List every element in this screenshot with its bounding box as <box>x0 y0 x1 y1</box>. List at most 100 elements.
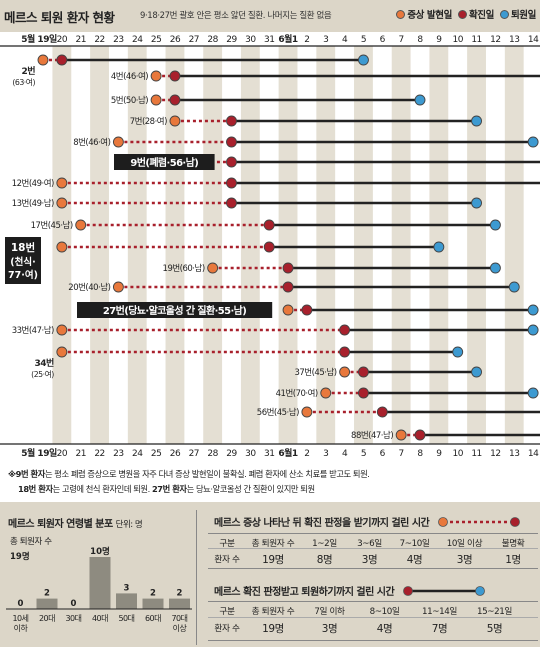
table2-bottom-rule <box>208 640 538 641</box>
panel-divider <box>196 510 197 645</box>
confirm-point <box>226 197 237 209</box>
confirm-point <box>339 324 351 336</box>
onset-to-confirm-key-icon <box>438 517 521 527</box>
table-cell: 8~10일 <box>369 607 400 617</box>
x-tick-label-top: 30 <box>245 35 256 45</box>
table2-top-rule <box>208 601 538 602</box>
x-tick-label-top: 28 <box>207 35 218 45</box>
patient-label: 18번 <box>11 241 35 254</box>
x-tick-label-bottom: 31 <box>264 449 274 459</box>
table-cell: 불명확 <box>501 539 525 549</box>
legend-onset-label: 증상 발현일 <box>407 10 452 21</box>
day-band <box>240 46 260 444</box>
age-total-label: 총 퇴원자 수 <box>10 537 52 547</box>
footnotes: ※9번 환자는 평소 폐렴 증상으로 병원을 자주 다녀 증상 발현일이 불확실… <box>8 467 536 497</box>
table1-title: 메르스 증상 나타난 뒤 확진 판정을 받기까지 걸린 시간 <box>214 514 522 529</box>
legend-confirm-label: 확진일 <box>468 10 494 21</box>
age-bar-value: 0 <box>71 599 77 609</box>
age-category-label: 50대 <box>118 614 134 623</box>
discharge-point <box>527 324 539 336</box>
table-cell: 환자 수 <box>214 555 240 565</box>
x-tick-label-top: 25 <box>151 35 161 45</box>
legend-confirm: 확진일 <box>457 7 494 21</box>
x-tick-label-top: 5 <box>361 35 366 45</box>
age-category-label: 30대 <box>65 614 81 623</box>
table-cell: 환자 수 <box>214 624 240 634</box>
onset-point <box>150 94 162 106</box>
patient-label-box <box>114 154 215 170</box>
patient-label: 4번(46·여) <box>111 71 148 82</box>
confirm-point <box>414 429 426 441</box>
x-tick-label-top: 24 <box>132 35 143 45</box>
note-18-text: 는 고령에 천식 환자인데 퇴원. <box>52 484 151 494</box>
table1-bottom-rule <box>208 568 538 569</box>
age-category-label: 60대 <box>145 614 161 623</box>
patient-label: 20번(40·남) <box>68 283 110 293</box>
age-bar <box>89 557 111 609</box>
x-tick-label-top: 27 <box>189 35 199 45</box>
x-tick-label-bottom: 11 <box>471 449 481 459</box>
day-band <box>316 46 336 444</box>
day-band <box>467 46 486 444</box>
x-tick-label-bottom: 10 <box>452 449 463 459</box>
x-tick-label-top: 3 <box>323 35 328 45</box>
confirm-point <box>226 177 237 189</box>
note-27-bold: 27번 환자 <box>151 484 187 494</box>
x-tick-label-bottom: 8 <box>417 449 423 459</box>
onset-point <box>169 115 181 127</box>
patient-label: 27번(당뇨·알코올성 간 질환·55·남) <box>103 304 246 317</box>
age-category-label: 20대 <box>39 614 55 623</box>
patient-label: 41번(70·여) <box>276 388 318 399</box>
onset-point <box>207 262 219 274</box>
legend-onset: 증상 발현일 <box>396 7 452 21</box>
table1-value-row: 환자 수 19명 8명 3명 4명 3명 1명 <box>210 552 534 567</box>
patient-label: 34번 <box>35 357 55 369</box>
x-tick-label-top: 11 <box>471 35 481 45</box>
age-bar <box>116 593 137 609</box>
x-tick-label-bottom: 27 <box>189 449 199 459</box>
x-tick-label-top: 4 <box>342 35 348 45</box>
x-tick-label-bottom: 4 <box>342 449 348 459</box>
discharge-point <box>471 115 482 127</box>
table-cell: 구분 <box>219 607 235 617</box>
x-tick-label-bottom: 29 <box>226 449 237 459</box>
x-tick-label-bottom: 28 <box>207 449 218 459</box>
age-category-label: 이하 <box>14 623 29 633</box>
table-cell: 11~14일 <box>422 607 457 617</box>
table-cell: 19명 <box>262 554 284 566</box>
patient-sublabel: (25·여) <box>31 369 54 379</box>
age-unit: 단위: 명 <box>115 520 143 530</box>
onset-point <box>56 177 68 189</box>
x-tick-label-top: 5월 19일 <box>21 33 57 45</box>
discharge-point <box>471 197 482 209</box>
x-tick-label-bottom: 22 <box>94 449 104 459</box>
age-category-label: 40대 <box>92 614 108 623</box>
discharge-point <box>527 136 539 148</box>
confirm-point <box>282 262 294 274</box>
discharge-point <box>489 262 501 274</box>
onset-point <box>112 136 124 148</box>
x-tick-label-bottom: 7 <box>399 449 404 459</box>
x-tick-label-top: 21 <box>75 35 85 45</box>
confirm-point <box>56 54 68 66</box>
x-tick-label-bottom: 6월1 <box>278 447 298 459</box>
note-line-2: 18번 환자는 고령에 천식 환자인데 퇴원. 27번 환자는 당뇨·알코올성 … <box>8 482 536 497</box>
patient-sublabel: 77·여) <box>8 269 38 281</box>
table1-header-row: 구분 총 퇴원자 수 1~2일 3~6일 7~10일 10일 이상 불명확 <box>210 536 534 549</box>
x-tick-label-top: 26 <box>170 35 181 45</box>
patient-label: 5번(50·남) <box>111 96 148 106</box>
table-cell: 5명 <box>486 623 503 635</box>
age-title-text: 메르스 퇴원자 연령별 분포 <box>8 519 113 530</box>
x-tick-label-top: 6월1 <box>278 33 298 45</box>
onset-point <box>301 406 313 418</box>
x-tick-label-top: 12 <box>490 35 500 45</box>
onset-point <box>75 219 87 231</box>
onset-point <box>282 304 294 316</box>
x-tick-label-bottom: 26 <box>170 449 181 459</box>
day-band <box>165 46 185 444</box>
table-cell: 15~21일 <box>477 607 512 617</box>
x-tick-label-bottom: 12 <box>490 449 500 459</box>
confirm-to-discharge-key-icon <box>403 586 486 596</box>
patient-sublabel: (63·여) <box>12 77 35 87</box>
table-cell: 7~10일 <box>399 539 430 549</box>
